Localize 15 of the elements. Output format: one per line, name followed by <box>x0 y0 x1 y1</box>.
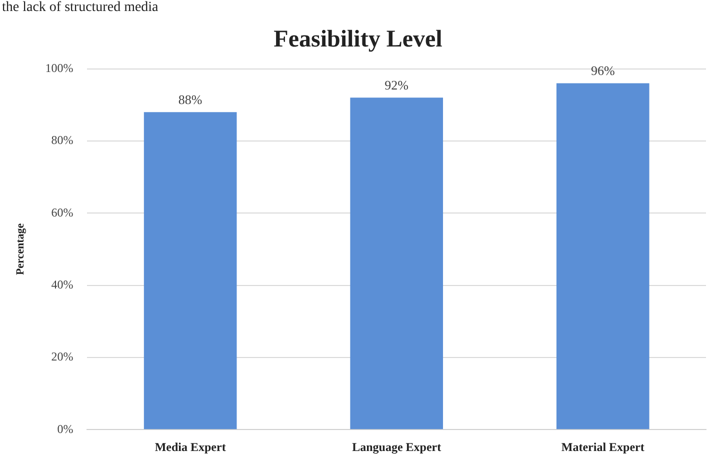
y-tick-label: 60% <box>51 205 74 220</box>
x-tick-label: Language Expert <box>352 440 442 454</box>
data-label: 92% <box>384 78 409 93</box>
text: the lack of structured media <box>2 0 158 16</box>
y-tick-label: 80% <box>51 133 74 148</box>
y-tick-label: 0% <box>57 422 74 436</box>
data-label: 96% <box>590 63 615 78</box>
y-tick-label: 20% <box>51 350 74 364</box>
x-tick-label: Media Expert <box>154 440 226 454</box>
y-tick-label: 40% <box>51 277 74 292</box>
data-label: 88% <box>178 92 202 108</box>
chart-title: Feasibility Level <box>274 26 443 53</box>
y-tick-label: 100% <box>45 60 74 75</box>
x-tick-label: Material Expert <box>561 440 644 454</box>
y-axis-title: Percentage <box>14 223 26 276</box>
